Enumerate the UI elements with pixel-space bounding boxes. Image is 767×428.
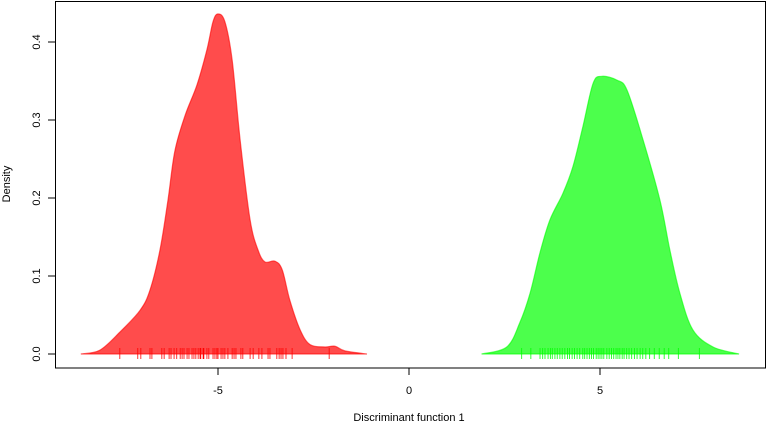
x-tick-label: 5	[597, 385, 603, 397]
axes: -5 0 5 0.0 0.1 0.2 0.3 0.4	[31, 34, 603, 397]
density-area-2	[481, 75, 740, 355]
plot-box	[55, 1, 766, 369]
density-area-1	[80, 13, 368, 355]
y-tick-label: 0.3	[31, 112, 43, 127]
y-tick-label: 0.4	[31, 34, 43, 49]
y-tick-label: 0.0	[31, 346, 43, 361]
x-tick-label: 0	[406, 385, 412, 397]
y-tick-label: 0.2	[31, 190, 43, 205]
series-layer	[80, 13, 740, 359]
series-2	[481, 75, 740, 359]
y-tick-label: 0.1	[31, 268, 43, 283]
x-tick-label: -5	[213, 385, 223, 397]
series-1	[80, 13, 368, 359]
y-axis-label: Density	[1, 165, 13, 202]
x-axis-label: Discriminant function 1	[353, 412, 464, 423]
